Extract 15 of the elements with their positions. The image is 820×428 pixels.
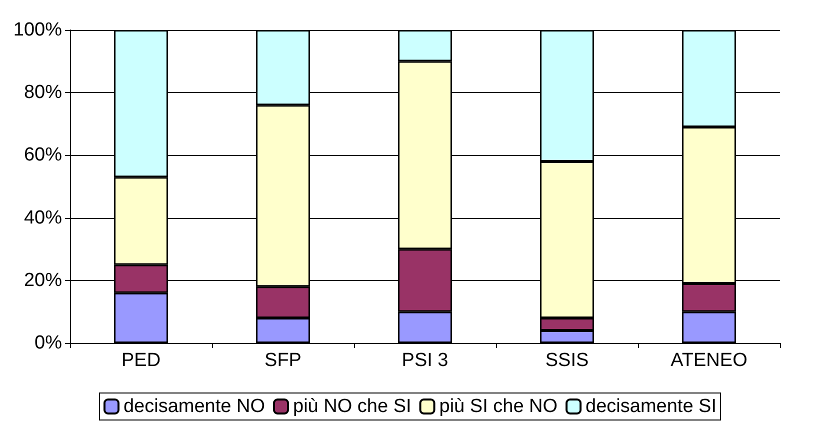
y-tick-label: 20% (24, 270, 62, 291)
y-tick-label: 0% (34, 332, 62, 354)
y-tick-label: 40% (24, 207, 62, 228)
x-tick-label: SFP (264, 350, 302, 371)
legend-label: decisamente SI (586, 396, 717, 417)
y-tick-label: 80% (24, 82, 62, 104)
legend-label: più NO che SI (292, 396, 412, 417)
legend-label: decisamente NO (123, 396, 266, 417)
y-tick-label: 100% (13, 20, 62, 40)
y-tick-label: 60% (24, 144, 62, 166)
legend-label: più SI che NO (439, 396, 558, 417)
x-tick-label: PSI 3 (402, 350, 448, 371)
x-tick-label: SSIS (545, 350, 589, 371)
x-tick-label: PED (121, 350, 161, 371)
x-tick-label: ATENEO (670, 350, 748, 371)
